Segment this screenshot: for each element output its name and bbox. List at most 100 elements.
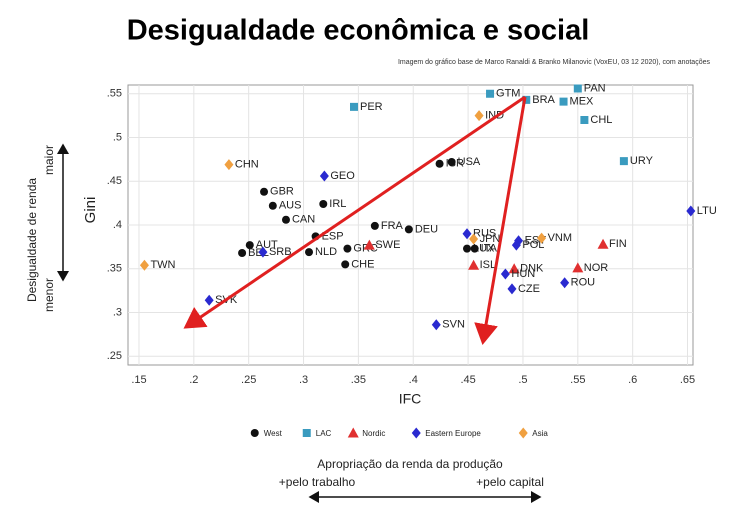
- x-tick-label: .35: [351, 374, 366, 386]
- point-label: FRA: [381, 220, 404, 232]
- y-axis-label: Gini: [82, 197, 99, 224]
- point-label: SWE: [375, 239, 400, 251]
- legend-label: LAC: [316, 429, 332, 438]
- point: [573, 84, 582, 93]
- point-label: LUX: [473, 243, 495, 255]
- point-label: ESP: [322, 230, 344, 242]
- point: [341, 260, 350, 269]
- point: [619, 157, 628, 166]
- x-tick-label: .4: [409, 374, 418, 386]
- point: [468, 259, 480, 270]
- y-tick-label: .55: [107, 88, 122, 100]
- point: [560, 277, 570, 289]
- point: [686, 205, 696, 217]
- point: [319, 200, 328, 208]
- y-high-note: maior: [42, 145, 56, 175]
- point-label: DNK: [520, 263, 544, 275]
- point: [431, 319, 441, 331]
- points: GBRAUSCANIRLESPAUTBELNLDGRCCHEFRADEUISRU…: [139, 82, 717, 331]
- point: [435, 159, 444, 168]
- point-label: VNM: [548, 232, 572, 244]
- y-tick-label: .5: [113, 131, 122, 143]
- point-label: AUT: [256, 239, 278, 251]
- y-tick-label: .45: [107, 175, 122, 187]
- point-label: HUN: [511, 268, 535, 280]
- point-label: SVN: [442, 319, 465, 331]
- legend-marker: [518, 427, 528, 439]
- y-tick-label: .25: [107, 350, 122, 362]
- point: [238, 249, 247, 257]
- point: [537, 232, 547, 244]
- point-label: GEO: [330, 170, 355, 182]
- y-tick-label: .4: [113, 219, 122, 231]
- x-tick-label: .45: [460, 374, 475, 386]
- point: [305, 248, 314, 257]
- point-label: LTU: [697, 205, 717, 217]
- point-label: SRB: [269, 246, 292, 258]
- point: [511, 239, 521, 251]
- legend: West LAC Nordic Eastern Europe Asia: [250, 427, 548, 439]
- point: [470, 244, 479, 253]
- point-label: BRA: [532, 94, 555, 106]
- point: [370, 221, 379, 230]
- point-label: GBR: [270, 186, 294, 198]
- point: [486, 89, 495, 98]
- point: [580, 116, 589, 124]
- point: [204, 294, 214, 306]
- x-tick-label: .6: [628, 374, 637, 386]
- point: [572, 262, 584, 273]
- point-label: CZE: [518, 283, 540, 295]
- x-tick-label: .3: [299, 374, 308, 386]
- point-label: TWN: [150, 259, 175, 271]
- y-side-note: Desigualdade de renda: [25, 178, 39, 302]
- point-label: CAN: [292, 214, 315, 226]
- y-low-note: menor: [42, 278, 56, 312]
- x-high-note: +pelo capital: [476, 475, 544, 489]
- point: [462, 228, 472, 240]
- point-label: URY: [630, 155, 654, 167]
- legend-marker: [347, 427, 359, 438]
- point: [469, 233, 479, 245]
- point: [597, 238, 609, 249]
- point-label: GTM: [496, 88, 520, 100]
- legend-label: West: [264, 429, 283, 438]
- point-label: JPN: [480, 233, 501, 245]
- point-label: IND: [485, 110, 504, 122]
- y-tick-label: .35: [107, 263, 122, 275]
- x-tick-label: .15: [131, 374, 146, 386]
- point: [559, 97, 568, 106]
- point-label: DEU: [415, 223, 438, 235]
- chart-title: Desigualdade econômica e social: [127, 15, 590, 47]
- point: [281, 215, 290, 224]
- point: [319, 170, 329, 182]
- point: [224, 159, 234, 171]
- x-low-note: +pelo trabalho: [279, 475, 356, 489]
- x-tick-label: .55: [570, 374, 585, 386]
- point-label: PAN: [584, 82, 606, 94]
- legend-marker: [411, 427, 421, 439]
- legend-label: Nordic: [362, 429, 385, 438]
- point-label: ITA: [481, 243, 498, 255]
- x-tick-label: .65: [680, 374, 695, 386]
- chart-subtitle: Imagem do gráfico base de Marco Ranaldi …: [398, 59, 711, 66]
- point: [500, 268, 510, 280]
- point-label: MEX: [570, 96, 595, 108]
- point-label: IRL: [329, 198, 346, 210]
- point-label: CHN: [235, 159, 259, 171]
- x-axis-label: IFC: [399, 391, 422, 407]
- x-tick-label: .25: [241, 374, 256, 386]
- point-label: AUS: [279, 200, 302, 212]
- point: [363, 239, 375, 250]
- point-label: NOR: [584, 262, 609, 274]
- point: [343, 244, 352, 253]
- point-label: RUS: [473, 228, 496, 240]
- point-label: PER: [360, 101, 383, 113]
- y-tick-label: .3: [113, 306, 122, 318]
- point-label: CHE: [351, 258, 374, 270]
- point-label: ROU: [571, 277, 596, 289]
- point: [508, 263, 520, 274]
- grid: .25 .3 .35 .4 .45 .5 .55 .15 .2 .25 .3 .35 .4 .45 .5 .5…: [107, 85, 695, 386]
- point-label: POL: [522, 239, 544, 251]
- point: [350, 102, 358, 111]
